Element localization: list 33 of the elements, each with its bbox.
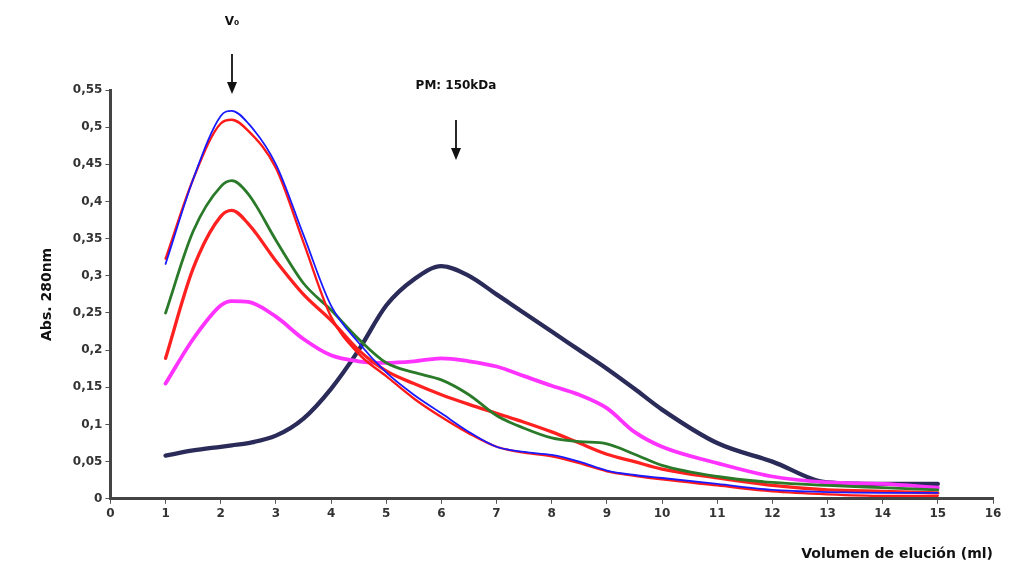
x-tick-label: 8 [547,506,556,521]
y-tick-label: 0,05 [72,453,103,468]
x-axis-title: Volumen de elución (ml) [801,545,993,562]
y-tick-label: 0,4 [81,193,103,208]
y-tick-label: 0,55 [72,82,103,97]
x-tick-label: 12 [764,506,781,521]
y-tick-label: 0 [94,490,103,505]
x-tick-label: 9 [602,506,612,521]
x-tick-label: 16 [984,506,1002,521]
x-tick-label: 0 [106,506,115,521]
x-tick-label: 1 [161,506,170,521]
x-tick-label: 11 [708,506,726,521]
y-tick-label: 0,3 [81,267,103,282]
annotation: PM: 150kDa [414,78,498,92]
x-tick-label: 5 [382,506,391,521]
x-tick-label: 15 [929,506,947,521]
x-tick-label: 3 [271,506,281,521]
y-axis-title: Abs. 280nm [38,247,55,341]
y-tick-label: 0,15 [72,379,103,394]
x-tick-label: 14 [874,506,892,521]
x-tick-label: 6 [437,506,446,521]
y-tick-label: 0,45 [72,156,103,171]
text: V₀ [223,14,241,28]
y-tick-label: 0,35 [72,230,103,245]
x-tick-label: 10 [653,506,671,521]
x-tick-label: 13 [819,506,836,521]
x-tick-label: 4 [326,506,336,521]
y-tick-label: 0,5 [81,119,103,134]
x-tick-label: 7 [492,506,501,521]
y-tick-label: 0,2 [81,342,103,357]
y-tick-label: 0,1 [81,416,103,431]
y-tick-label: 0,25 [72,305,103,320]
x-tick-label: 2 [216,506,225,521]
